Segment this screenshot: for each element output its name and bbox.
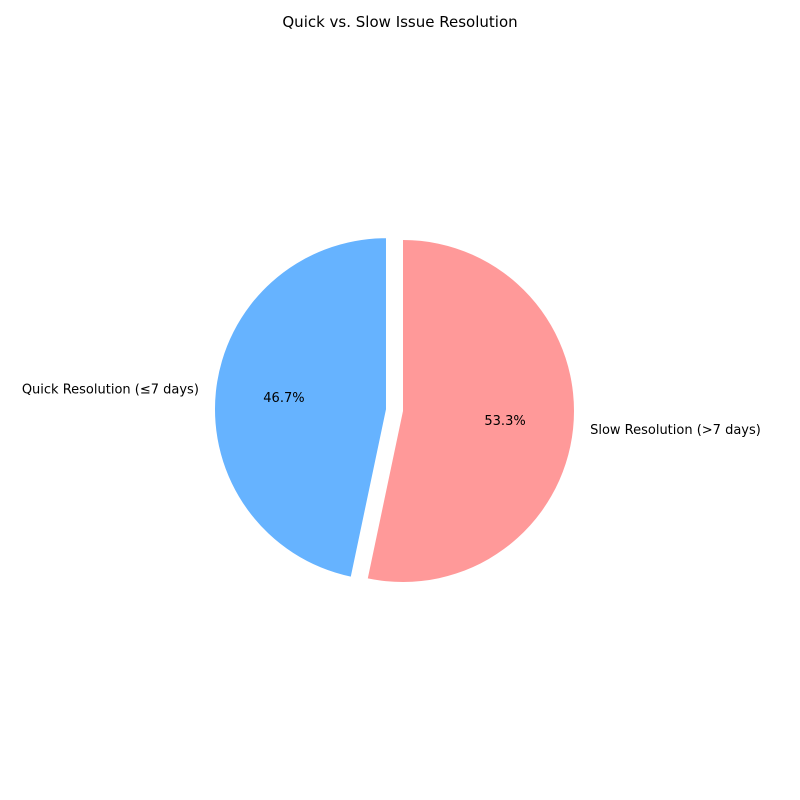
pie-labels: 46.7% Quick Resolution (≤7 days) 53.3% Slow… [22, 382, 761, 438]
slice-percent-label: 53.3% [484, 414, 525, 429]
pie-slices [214, 238, 574, 582]
slice-category-label: Quick Resolution (≤7 days) [22, 382, 199, 397]
chart-title: Quick vs. Slow Issue Resolution [282, 13, 517, 31]
slice-percent-label: 46.7% [263, 391, 304, 406]
slice-category-label: Slow Resolution (>7 days) [590, 423, 761, 438]
pie-slice-2 [367, 240, 574, 582]
pie-slice-1 [214, 238, 386, 577]
